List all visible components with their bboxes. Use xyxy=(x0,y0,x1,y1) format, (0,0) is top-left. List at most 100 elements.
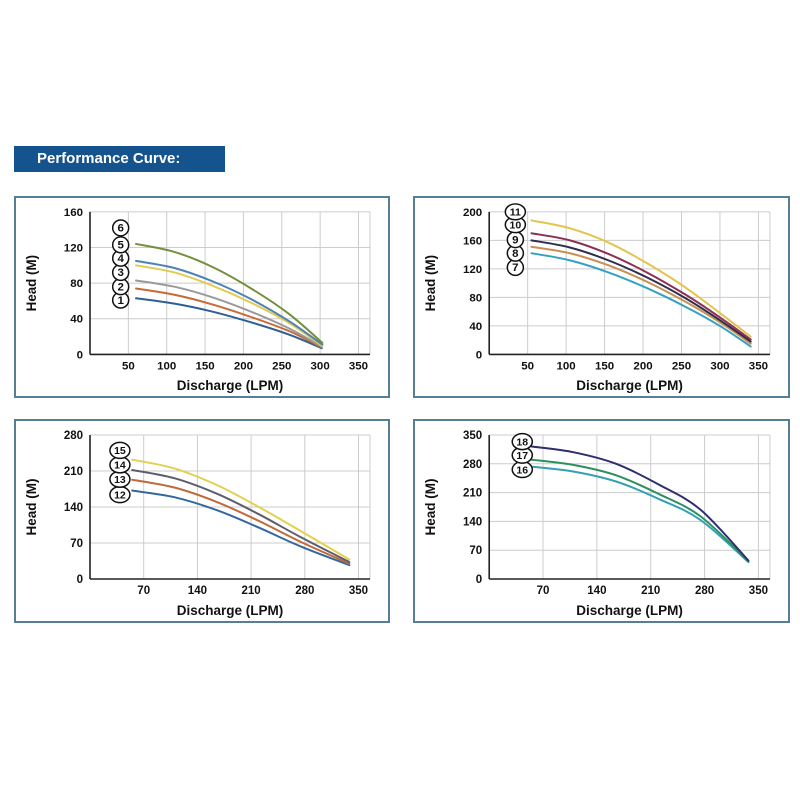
x-tick-label: 150 xyxy=(195,360,214,372)
x-tick-label: 200 xyxy=(633,360,652,372)
y-tick-label: 0 xyxy=(476,349,482,361)
x-tick-label: 210 xyxy=(641,585,660,597)
curve-8 xyxy=(530,245,752,345)
curve-label-number-5: 5 xyxy=(117,240,124,252)
curve-label-number-17: 17 xyxy=(516,450,528,462)
curve-5 xyxy=(135,259,324,346)
performance-chart-7-11: 50 100 150 200 250 300 350 0 40 80 120 160 200 Discha… xyxy=(423,203,771,393)
curve-label-circle-15 xyxy=(109,441,131,460)
curve-label-number-7: 7 xyxy=(512,262,518,274)
y-tick-label: 120 xyxy=(64,243,83,255)
curve-label-number-16: 16 xyxy=(516,464,528,476)
x-axis-title: Discharge (LPM) xyxy=(177,378,283,393)
x-tick-label: 210 xyxy=(242,585,261,597)
y-tick-label: 280 xyxy=(64,430,83,442)
curve-label-number-10: 10 xyxy=(509,221,521,232)
curve-9 xyxy=(530,239,752,343)
curve-label-number-11: 11 xyxy=(510,208,521,219)
curve-label-number-3: 3 xyxy=(117,267,123,279)
curve-3 xyxy=(135,279,323,348)
curve-4 xyxy=(135,264,323,347)
curve-label-number-15: 15 xyxy=(114,445,126,457)
x-tick-label: 350 xyxy=(349,360,368,372)
x-axis-title: Discharge (LPM) xyxy=(576,378,683,393)
y-tick-label: 0 xyxy=(77,349,83,361)
page-title: Performance Curve: xyxy=(14,146,225,172)
x-tick-label: 250 xyxy=(672,360,691,372)
y-tick-label: 70 xyxy=(70,538,83,550)
curve-label-circle-11 xyxy=(504,203,527,221)
x-tick-label: 50 xyxy=(122,360,135,372)
x-tick-label: 200 xyxy=(234,360,253,372)
x-tick-label: 100 xyxy=(157,360,176,372)
y-tick-label: 200 xyxy=(463,207,482,219)
chart-panel-top-right: 50 100 150 200 250 300 350 0 40 80 120 160 200 Discha… xyxy=(413,196,790,398)
curve-7 xyxy=(530,252,752,348)
curve-1 xyxy=(135,297,323,350)
curve-11 xyxy=(530,219,752,338)
x-tick-label: 350 xyxy=(749,585,768,597)
curve-label-number-6: 6 xyxy=(117,223,123,235)
performance-chart-12-15: 70 140 210 280 350 0 70 140 210 280 Discharge (LPM… xyxy=(24,430,371,618)
y-tick-label: 350 xyxy=(463,430,482,442)
y-axis-title: Head (M) xyxy=(423,479,438,536)
y-tick-label: 160 xyxy=(463,235,482,247)
curve-label-number-13: 13 xyxy=(114,474,126,486)
chart-panel-bottom-right: 70 140 210 280 350 0 70 140 210 280 350 Discharge (… xyxy=(413,419,790,623)
curve-label-circle-5 xyxy=(111,236,130,254)
x-tick-label: 140 xyxy=(188,585,207,597)
y-tick-label: 140 xyxy=(64,502,83,514)
curve-13 xyxy=(131,478,351,565)
y-axis-title: Head (M) xyxy=(24,255,39,311)
y-tick-label: 210 xyxy=(64,466,83,478)
x-axis-title: Discharge (LPM) xyxy=(576,603,683,618)
curve-label-number-8: 8 xyxy=(512,248,519,260)
curve-16 xyxy=(530,465,750,564)
performance-chart-16-18: 70 140 210 280 350 0 70 140 210 280 350 Discharge (… xyxy=(423,430,771,618)
y-tick-label: 280 xyxy=(463,459,482,471)
x-tick-label: 70 xyxy=(137,585,150,597)
y-tick-label: 210 xyxy=(463,488,482,500)
y-tick-label: 80 xyxy=(70,278,83,290)
curve-label-number-18: 18 xyxy=(516,436,528,448)
y-tick-label: 40 xyxy=(70,314,83,326)
curve-15 xyxy=(131,458,351,561)
x-tick-label: 280 xyxy=(295,585,314,597)
x-tick-label: 50 xyxy=(521,360,534,372)
x-tick-label: 250 xyxy=(272,360,291,372)
curve-2 xyxy=(135,287,323,349)
curve-14 xyxy=(131,468,351,563)
curve-6 xyxy=(135,242,324,344)
x-tick-label: 350 xyxy=(349,585,368,597)
curve-18 xyxy=(530,445,750,562)
x-tick-label: 350 xyxy=(749,360,768,372)
curve-label-circle-18 xyxy=(511,432,534,451)
y-tick-label: 40 xyxy=(469,321,482,333)
x-tick-label: 300 xyxy=(710,360,729,372)
y-tick-label: 0 xyxy=(77,574,83,586)
curve-17 xyxy=(530,458,750,563)
y-axis-title: Head (M) xyxy=(24,479,39,536)
chart-panel-bottom-left: 70 140 210 280 350 0 70 140 210 280 Discharge (LPM… xyxy=(14,419,390,623)
y-tick-label: 160 xyxy=(64,207,83,219)
y-tick-label: 0 xyxy=(476,574,482,586)
x-axis-title: Discharge (LPM) xyxy=(177,603,284,618)
curve-label-number-1: 1 xyxy=(117,295,124,307)
curve-label-number-4: 4 xyxy=(117,253,124,265)
y-tick-label: 140 xyxy=(463,516,482,528)
y-tick-label: 120 xyxy=(463,264,482,276)
x-tick-label: 300 xyxy=(311,360,330,372)
performance-chart-1-6: 50 100 150 200 250 300 350 0 40 80 120 160 Discharge… xyxy=(24,207,371,393)
x-tick-label: 150 xyxy=(595,360,614,372)
curve-label-number-14: 14 xyxy=(114,460,126,472)
curve-12 xyxy=(131,489,351,567)
curve-label-number-12: 12 xyxy=(114,489,126,501)
x-tick-label: 280 xyxy=(695,585,714,597)
x-tick-label: 100 xyxy=(557,360,576,372)
y-tick-label: 70 xyxy=(469,545,482,557)
chart-panel-top-left: 50 100 150 200 250 300 350 0 40 80 120 160 Discharge… xyxy=(14,196,390,398)
curve-label-number-2: 2 xyxy=(117,282,123,294)
y-axis-title: Head (M) xyxy=(423,255,438,311)
x-tick-label: 140 xyxy=(587,585,606,597)
curve-label-number-9: 9 xyxy=(512,234,518,246)
